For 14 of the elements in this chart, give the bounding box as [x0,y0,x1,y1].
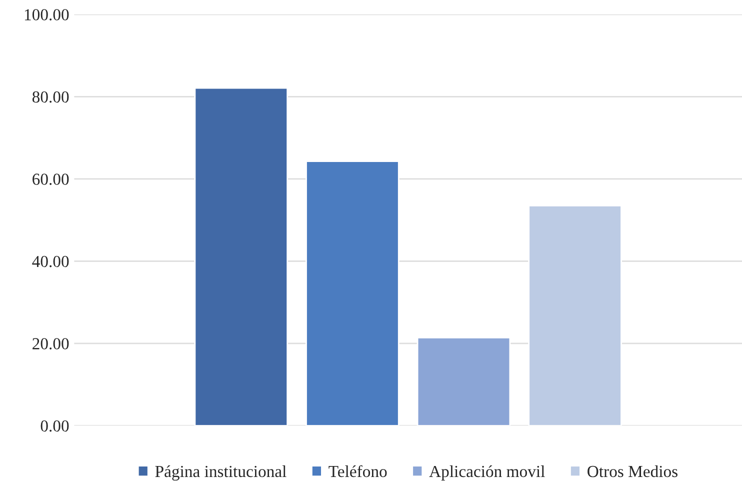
legend-label: Página institucional [155,465,286,481]
y-tick-label: 100.00 [24,9,69,20]
y-tick-label: 60.00 [32,174,69,185]
y-tick-label: 0.00 [40,420,69,432]
bar [528,204,622,426]
bar [416,336,511,426]
bar [306,160,400,426]
y-tick-label: 40.00 [32,256,69,268]
legend-label: Otros Medios [588,465,678,478]
y-tick-label: 80.00 [32,91,69,103]
legend-label: Teléfono [328,465,387,478]
legend-label: Aplicación movil [429,465,545,480]
y-tick-label: 20.00 [32,338,69,350]
bar [194,87,288,426]
